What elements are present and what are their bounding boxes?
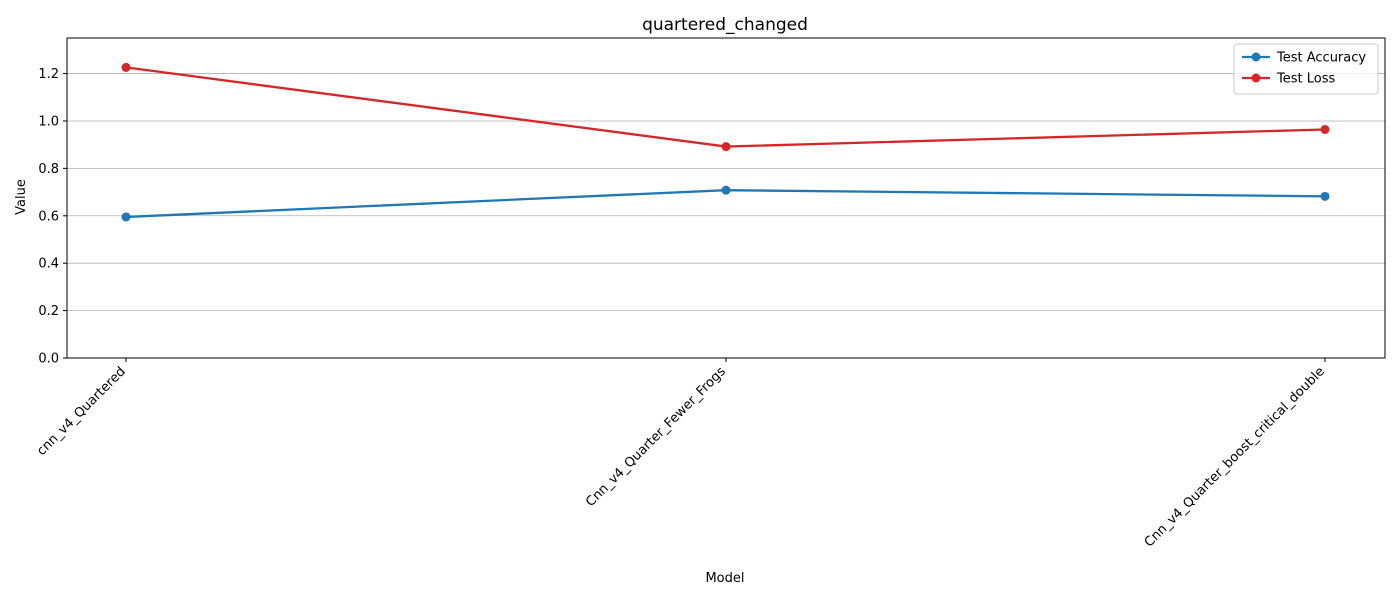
y-tick-label: 0.0: [38, 352, 59, 367]
y-tick-label: 0.2: [38, 304, 59, 319]
data-point-test-loss: [121, 62, 131, 72]
y-tick-label: 1.0: [38, 114, 59, 129]
x-axis: cnn_v4_Quartered Cnn_v4_Quarter_Fewer_Fro…: [34, 358, 1328, 550]
chart-title: quartered_changed: [642, 15, 808, 35]
legend-marker-test-accuracy: [1251, 52, 1261, 62]
legend: Test Accuracy Test Loss: [1233, 43, 1379, 95]
x-tick-label: Cnn_v4_Quarter_boost_critical_double: [1142, 364, 1328, 550]
gridlines: [67, 73, 1385, 311]
data-point-test-loss: [1320, 124, 1330, 134]
y-tick-label: 1.2: [38, 67, 59, 82]
legend-label-test-loss: Test Loss: [1276, 72, 1335, 87]
data-point-test-accuracy: [721, 185, 731, 195]
y-tick-label: 0.4: [38, 257, 59, 272]
data-point-test-accuracy: [1320, 191, 1330, 201]
y-axis: 0.0 0.2 0.4 0.6 0.8 1.0 1.2: [38, 67, 67, 367]
x-tick-label: Cnn_v4_Quarter_Fewer_Frogs: [583, 364, 729, 510]
y-tick-label: 0.6: [38, 209, 59, 224]
data-point-test-accuracy: [121, 212, 131, 222]
data-point-test-loss: [721, 142, 731, 152]
x-axis-label: Model: [705, 571, 744, 586]
series-line-test-loss: [125, 66, 1326, 148]
x-tick-label: cnn_v4_Quartered: [34, 364, 129, 459]
y-tick-label: 0.8: [38, 162, 59, 177]
legend-label-test-accuracy: Test Accuracy: [1276, 51, 1366, 66]
legend-marker-test-loss: [1251, 73, 1261, 83]
y-axis-label: Value: [14, 179, 29, 215]
series-group: [121, 62, 1330, 222]
